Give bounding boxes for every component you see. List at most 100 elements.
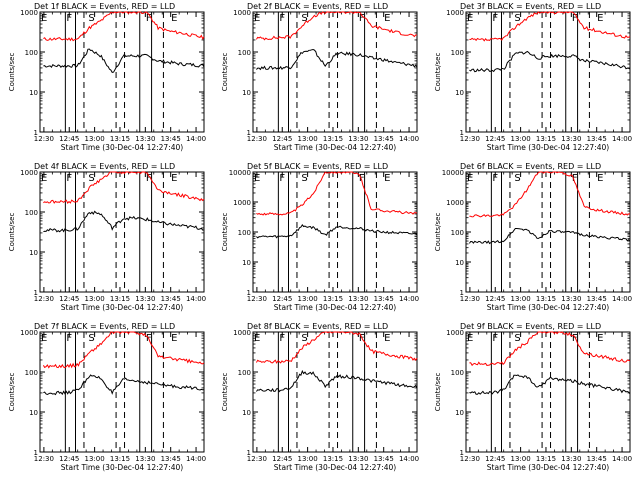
x-tick-label: 13:00 — [298, 455, 318, 463]
plot-frame — [39, 171, 205, 293]
x-tick-label: 12:45 — [59, 135, 79, 143]
x-tick-label: 12:30 — [34, 295, 54, 303]
panel-det-6: Det 6f BLACK = Events, RED = LLD 1 10 100 10… — [434, 162, 632, 312]
y-tick-label: 10 — [29, 409, 38, 417]
y-axis-label: Counts/sec — [221, 53, 229, 92]
y-tick-label: 100 — [451, 229, 464, 237]
y-tick-label: 1000 — [446, 199, 464, 207]
series-lld-line — [469, 11, 631, 42]
y-tick-label: 100 — [451, 49, 464, 57]
series-events-line — [256, 369, 418, 393]
interval-marker-label: E — [384, 173, 390, 184]
x-tick-label: 13:45 — [587, 135, 607, 143]
interval-marker-label: F — [146, 13, 152, 24]
interval-marker-label: E — [597, 333, 603, 344]
series-lld-line — [43, 171, 205, 205]
x-tick-label: 13:45 — [161, 455, 181, 463]
series-events-line — [43, 48, 205, 73]
x-tick-label: 13:45 — [374, 455, 394, 463]
y-tick-label: 1000 — [446, 329, 464, 337]
x-tick-label: 12:45 — [272, 295, 292, 303]
interval-marker-label: F — [492, 13, 498, 24]
interval-marker-label: F — [572, 173, 578, 184]
y-tick-label: 1 — [34, 449, 38, 457]
plot-frame — [465, 11, 631, 133]
y-tick-label: 1 — [460, 129, 464, 137]
x-tick-label: 14:00 — [612, 455, 632, 463]
interval-marker-label: E — [254, 333, 260, 344]
interval-marker-label: E — [254, 13, 260, 24]
interval-marker-label: S — [514, 333, 520, 344]
x-tick-label: 12:45 — [485, 455, 505, 463]
y-tick-label: 1000 — [20, 9, 38, 17]
plot-frame — [39, 331, 205, 453]
x-tick-label: 12:30 — [460, 455, 480, 463]
interval-marker-label: S — [88, 333, 94, 344]
interval-marker-label: E — [467, 173, 473, 184]
plot-frame — [252, 11, 418, 133]
interval-marker-label: S — [301, 173, 307, 184]
x-tick-label: 13:00 — [85, 455, 105, 463]
series-lld-line — [469, 331, 631, 367]
x-tick-label: 12:30 — [247, 135, 267, 143]
x-tick-label: 13:15 — [536, 295, 556, 303]
x-tick-label: 13:30 — [135, 455, 155, 463]
y-axis-label: Counts/sec — [221, 373, 229, 412]
interval-marker-label: E — [171, 333, 177, 344]
x-tick-label: 12:30 — [34, 135, 54, 143]
y-tick-label: 10 — [455, 259, 464, 267]
y-tick-label: 10 — [242, 409, 251, 417]
y-tick-label: 100 — [25, 369, 38, 377]
x-axis-label: Start Time (30-Dec-04 12:27:40) — [274, 303, 396, 312]
series-events-line — [43, 210, 205, 233]
series-lld-line — [256, 171, 418, 216]
panel-title: Det 1f BLACK = Events, RED = LLD — [34, 2, 175, 11]
y-axis-label: Counts/sec — [434, 373, 442, 412]
panel-det-8: Det 8f BLACK = Events, RED = LLD 1 10 100 10… — [221, 322, 419, 472]
interval-marker-label: S — [88, 13, 94, 24]
y-tick-label: 100 — [238, 49, 251, 57]
x-tick-label: 13:30 — [561, 295, 581, 303]
interval-marker-label: E — [171, 173, 177, 184]
x-axis-label: Start Time (30-Dec-04 12:27:40) — [274, 463, 396, 472]
interval-marker-label: E — [384, 13, 390, 24]
interval-marker-label: E — [254, 173, 260, 184]
x-tick-label: 12:30 — [34, 455, 54, 463]
interval-marker-label: S — [301, 13, 307, 24]
x-tick-label: 14:00 — [612, 295, 632, 303]
panel-title: Det 6f BLACK = Events, RED = LLD — [460, 162, 601, 171]
x-tick-label: 13:30 — [348, 295, 368, 303]
y-tick-label: 10 — [242, 259, 251, 267]
x-tick-label: 13:00 — [298, 135, 318, 143]
x-tick-label: 13:15 — [110, 135, 130, 143]
series-events-line — [468, 228, 631, 245]
interval-marker-label: E — [467, 13, 473, 24]
y-tick-label: 10 — [455, 89, 464, 97]
interval-marker-label: F — [66, 333, 72, 344]
series-lld-line — [255, 331, 418, 364]
interval-marker-label: F — [492, 333, 498, 344]
x-tick-label: 13:30 — [135, 135, 155, 143]
x-tick-label: 12:30 — [460, 135, 480, 143]
series-events-line — [256, 224, 418, 239]
x-tick-label: 13:15 — [110, 295, 130, 303]
x-axis-label: Start Time (30-Dec-04 12:27:40) — [61, 303, 183, 312]
y-tick-label: 1 — [460, 289, 464, 297]
x-tick-label: 13:45 — [374, 135, 394, 143]
x-tick-label: 13:30 — [348, 135, 368, 143]
panel-det-3: Det 3f BLACK = Events, RED = LLD 1 10 100 10… — [434, 2, 632, 152]
x-tick-label: 14:00 — [399, 295, 419, 303]
plot-frame — [39, 11, 205, 133]
x-tick-label: 13:15 — [323, 135, 343, 143]
y-tick-label: 10 — [29, 249, 38, 257]
interval-marker-label: E — [41, 333, 47, 344]
y-tick-label: 1 — [34, 129, 38, 137]
y-tick-label: 1 — [460, 449, 464, 457]
y-tick-label: 1000 — [446, 9, 464, 17]
x-tick-label: 12:45 — [272, 455, 292, 463]
interval-marker-label: F — [146, 173, 152, 184]
x-tick-label: 12:45 — [59, 455, 79, 463]
panel-det-5: Det 5f BLACK = Events, RED = LLD 1 10 100 10… — [221, 162, 419, 312]
x-tick-label: 13:15 — [323, 295, 343, 303]
